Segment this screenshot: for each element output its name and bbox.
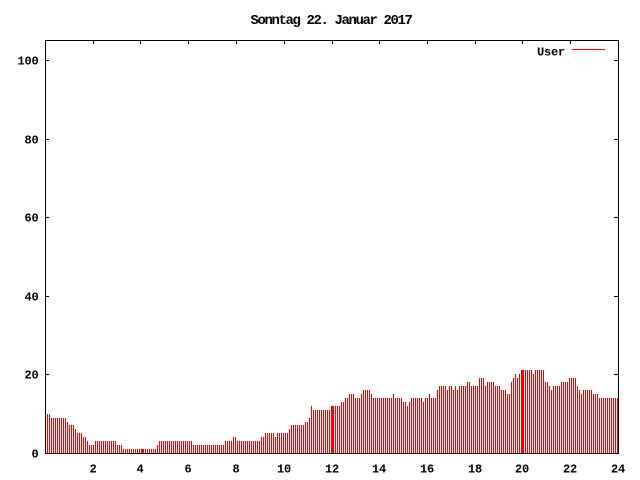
- svg-text:0: 0: [31, 448, 38, 462]
- svg-text:8: 8: [232, 463, 239, 477]
- svg-text:60: 60: [24, 212, 38, 226]
- svg-text:10: 10: [277, 463, 291, 477]
- svg-text:80: 80: [24, 134, 38, 148]
- svg-text:2: 2: [89, 463, 96, 477]
- svg-text:16: 16: [420, 463, 434, 477]
- svg-text:4: 4: [136, 463, 143, 477]
- svg-text:User: User: [537, 46, 565, 60]
- svg-text:20: 20: [24, 369, 38, 383]
- svg-text:14: 14: [372, 463, 386, 477]
- svg-text:40: 40: [24, 291, 38, 305]
- svg-text:100: 100: [17, 55, 38, 69]
- svg-text:6: 6: [184, 463, 191, 477]
- svg-text:20: 20: [515, 463, 529, 477]
- svg-text:12: 12: [325, 463, 339, 477]
- svg-text:24: 24: [611, 463, 625, 477]
- svg-text:Sonntag 22. Januar 2017: Sonntag 22. Januar 2017: [250, 13, 412, 29]
- svg-text:22: 22: [563, 463, 577, 477]
- svg-text:18: 18: [468, 463, 482, 477]
